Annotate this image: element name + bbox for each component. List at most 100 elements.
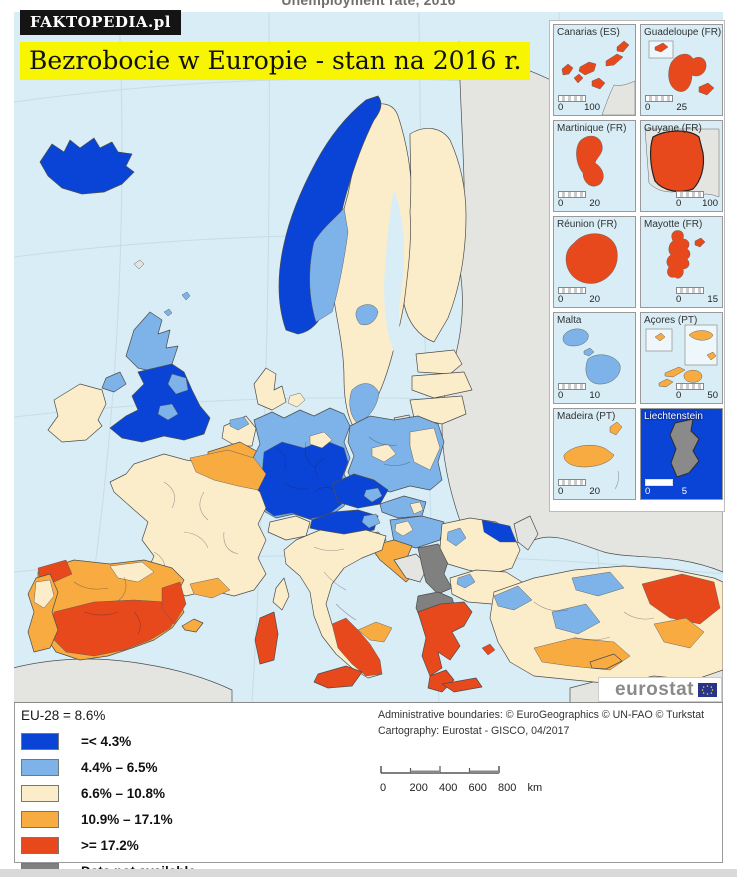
- legend-row: 10.9% – 17.1%: [21, 806, 196, 832]
- region-turkey-central: [551, 603, 601, 635]
- page-title: Bezrobocie w Europie - stan na 2016 r.: [20, 42, 531, 80]
- region-greece: [417, 601, 473, 677]
- region-hungary-west: [394, 520, 414, 537]
- region-germany-cream: [309, 431, 333, 449]
- scalebar-label: 200: [409, 782, 428, 794]
- region-finland: [403, 127, 467, 343]
- region-balearics: [181, 618, 204, 633]
- inset-label: Guyane (FR): [644, 123, 702, 134]
- region-estonia: [415, 349, 463, 375]
- attribution: Administrative boundaries: © EuroGeograp…: [378, 708, 722, 740]
- region-germany-south: [256, 439, 349, 520]
- inset-label: Liechtenstein: [644, 411, 703, 422]
- inset-scalebar: 0 100: [676, 191, 718, 209]
- acores-map: [645, 324, 718, 388]
- legend-swatch-class2: [21, 758, 59, 776]
- region-sweden-south: [349, 383, 380, 424]
- legend-row: =< 4.3%: [21, 728, 196, 754]
- region-spain-north-cream: [109, 561, 155, 583]
- legend-swatch-class5: [21, 836, 59, 854]
- attribution-cartography: Cartography: Eurostat - GISCO, 04/2017: [378, 724, 570, 737]
- scalebar-labels: 0 200 400 600 800 km: [380, 782, 557, 794]
- region-iceland: [39, 137, 135, 195]
- inset-label: Canarias (ES): [557, 27, 620, 38]
- region-denmark-isles: [287, 392, 306, 408]
- inset-canarias: Canarias (ES) 0 100: [553, 24, 636, 116]
- region-norway-inland: [309, 207, 349, 323]
- legend-area: EU-28 = 8.6% =< 4.3% 4.4% – 6.5% 6.6% – …: [15, 704, 722, 877]
- inset-scalebar: 0 20: [558, 287, 600, 305]
- inset-scalebar: 0 15: [676, 287, 718, 305]
- malta-map: [562, 328, 621, 385]
- inset-scalebar: 0 25: [645, 95, 687, 113]
- region-aegean-islands: [481, 643, 496, 656]
- page-bottom-strip: [0, 869, 737, 877]
- eu-average: EU-28 = 8.6%: [21, 708, 106, 723]
- legend-row: 6.6% – 10.8%: [21, 780, 196, 806]
- region-england-northeast: [167, 373, 189, 395]
- legend-label: 6.6% – 10.8%: [81, 785, 166, 801]
- inset-label: Mayotte (FR): [644, 219, 703, 230]
- region-cyprus: [589, 653, 623, 670]
- inset-scalebar: 0 100: [558, 95, 600, 113]
- faktopedia-logo: FAKTOPEDIA.pl: [20, 10, 181, 35]
- inset-scalebar: 0 20: [558, 479, 600, 497]
- region-orkney: [163, 308, 173, 317]
- map-scalebar: 0 200 400 600 800 km: [380, 762, 557, 794]
- region-denmark: [253, 367, 287, 411]
- region-latvia: [411, 371, 473, 399]
- region-shetland: [181, 291, 191, 301]
- scalebar-label: 600: [468, 782, 487, 794]
- region-turkey-marmara: [493, 585, 533, 611]
- region-turkey-north: [571, 571, 625, 597]
- region-northern-ireland: [101, 371, 127, 393]
- region-portugal-center: [33, 579, 55, 609]
- liechtenstein-map: [669, 418, 700, 478]
- eurostat-logo: eurostat: [598, 677, 722, 702]
- inset-martinique: Martinique (FR) 0 20: [553, 120, 636, 212]
- region-switzerland: [267, 515, 311, 541]
- scalebar-label: 800: [498, 782, 517, 794]
- region-italy-south: [331, 617, 383, 677]
- legend-row: 4.4% – 6.5%: [21, 754, 196, 780]
- scalebar-unit: km: [527, 782, 543, 794]
- guadeloupe-map: [648, 40, 715, 96]
- inset-acores: Açores (PT) 0 50: [640, 312, 723, 404]
- legend-label: >= 17.2%: [81, 837, 139, 853]
- inset-guyane: Guyane (FR) 0 100: [640, 120, 723, 212]
- region-moldova: [513, 515, 539, 551]
- region-bulgaria-northwest: [456, 573, 476, 589]
- region-poland-central: [371, 443, 397, 463]
- region-sardinia: [254, 611, 279, 665]
- region-sicily: [313, 665, 363, 689]
- madeira-map: [563, 421, 623, 490]
- scalebar-graphic: [380, 766, 500, 774]
- inset-malta: Malta 0 10: [553, 312, 636, 404]
- eu-flag-icon: [698, 682, 717, 697]
- scalebar-label: 0: [380, 782, 387, 794]
- region-scotland: [125, 311, 179, 373]
- region-czechia-east: [363, 487, 383, 503]
- region-netherlands-north: [229, 416, 250, 431]
- map-caption: Unemployment rate, 2016: [281, 0, 456, 8]
- inset-scalebar: 0 20: [558, 191, 600, 209]
- region-crete: [441, 677, 483, 693]
- legend: =< 4.3% 4.4% – 6.5% 6.6% – 10.8% 10.9% –…: [21, 728, 196, 877]
- inset-scalebar: 0 50: [676, 383, 718, 401]
- inset-mayotte: Mayotte (FR) 0 15: [640, 216, 723, 308]
- region-midlands: [157, 403, 179, 421]
- inset-reunion: Réunion (FR) 0 20: [553, 216, 636, 308]
- legend-swatch-class4: [21, 810, 59, 828]
- reunion-map: [565, 233, 618, 284]
- legend-row: >= 17.2%: [21, 832, 196, 858]
- canarias-map: [561, 40, 635, 115]
- legend-swatch-class3: [21, 784, 59, 802]
- region-spain-south: [49, 599, 181, 657]
- guyane-map: [644, 128, 720, 198]
- region-france-north: [189, 449, 267, 491]
- region-slovakia-east: [409, 501, 424, 515]
- region-austria-east: [361, 513, 381, 529]
